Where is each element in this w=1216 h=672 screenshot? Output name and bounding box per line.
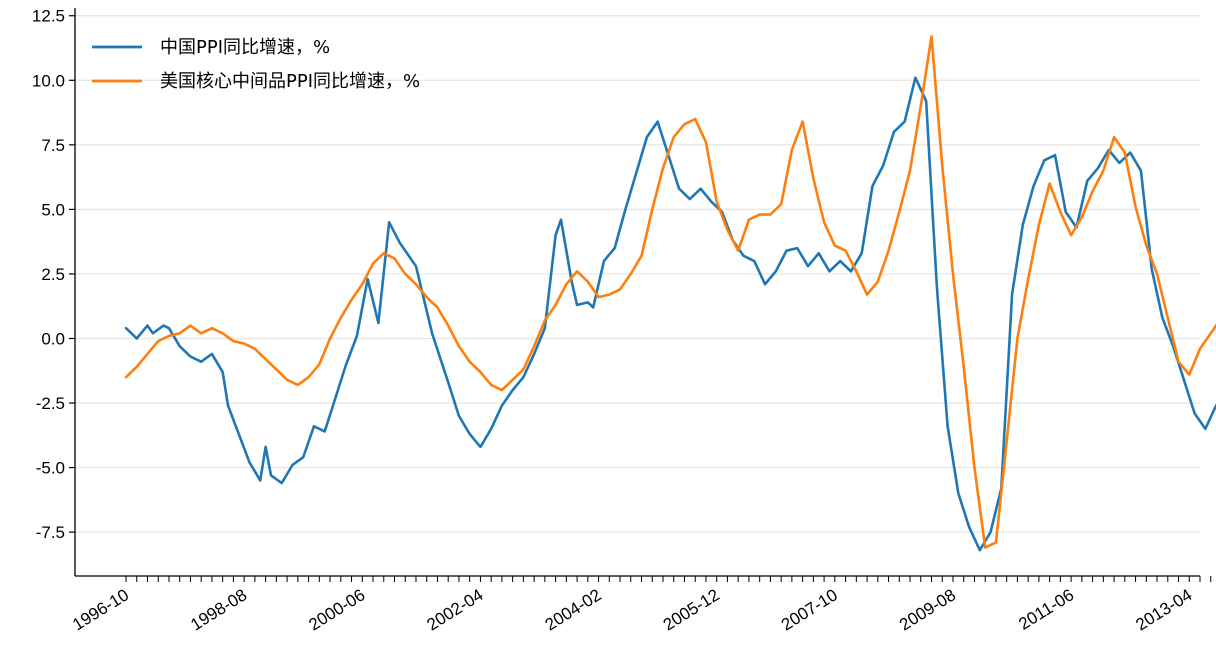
- y-tick-label: -7.5: [36, 523, 65, 542]
- x-tick-label: 2004-02: [542, 585, 605, 634]
- axes: [74, 8, 1200, 577]
- x-axis-ticks: 1996-10 1998-08 2000-06 2002-04 2004-02 2005-…: [69, 576, 1212, 634]
- series-line-2: [124, 35, 1216, 549]
- x-tick-label: 2005-12: [660, 585, 723, 634]
- legend: 中国PPI同比增速，% 美国核心中间品PPI同比增速，%: [92, 37, 420, 92]
- y-tick-label: 12.5: [32, 7, 65, 26]
- y-tick-label: -5.0: [36, 459, 65, 478]
- x-tick-label: 2000-06: [305, 585, 368, 634]
- y-tick-label: -2.5: [36, 394, 65, 413]
- y-axis-ticks: -7.5 -5.0 -2.5 0.0 2.5 5.0 7.5 10.0 12.5: [32, 7, 75, 542]
- x-tick-label: 2011-06: [1015, 585, 1077, 634]
- y-tick-label: 2.5: [41, 265, 65, 284]
- y-tick-label: 7.5: [41, 136, 65, 155]
- x-tick-label: 2009-08: [896, 585, 959, 634]
- legend-label: 中国PPI同比增速，%: [160, 37, 330, 58]
- legend-label: 美国核心中间品PPI同比增速，%: [160, 71, 420, 92]
- x-tick-label: 1998-08: [187, 585, 250, 634]
- y-tick-label: 10.0: [32, 71, 65, 90]
- x-tick-label: 2013-04: [1132, 585, 1195, 634]
- x-tick-label: 1996-10: [69, 585, 132, 634]
- y-tick-label: 0.0: [41, 329, 65, 348]
- horizontal-gridlines: [75, 15, 1200, 533]
- x-tick-label: 2002-04: [424, 585, 487, 634]
- series-lines: [124, 35, 1216, 552]
- y-tick-label: 5.0: [41, 200, 65, 219]
- x-tick-label: 2007-10: [778, 585, 841, 634]
- series-line-1: [124, 76, 1216, 552]
